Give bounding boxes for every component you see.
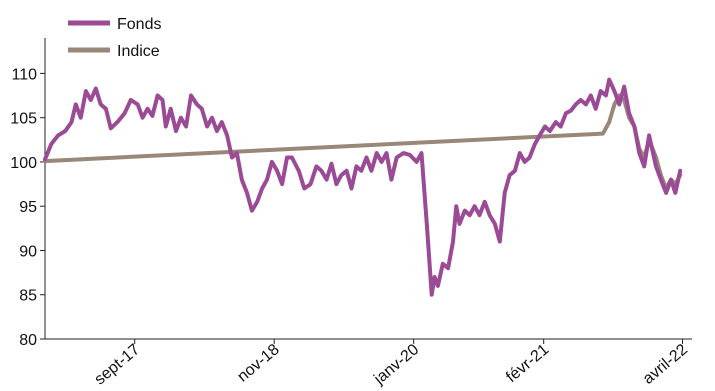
x-tick-label: nov-18 (234, 341, 282, 386)
series-line-fonds (43, 77, 683, 297)
y-tick-label: 110 (11, 66, 37, 83)
legend-label-indice: Indice (117, 43, 160, 60)
y-tick-label: 95 (19, 199, 37, 216)
axes: 80 85 90 95 100 105 110 sept-17 nov-18 janv-20 fév… (10, 38, 692, 388)
y-tick-label: 105 (10, 111, 37, 128)
x-tick-label: févr-21 (503, 341, 552, 386)
x-tick-label: avril-22 (640, 341, 691, 388)
y-tick-label: 100 (10, 155, 37, 172)
y-tick-label: 85 (19, 288, 37, 305)
legend-label-fonds: Fonds (117, 16, 161, 33)
series-layer (43, 77, 683, 297)
y-tick-label: 90 (19, 243, 37, 260)
x-tick-label: sept-17 (91, 341, 143, 388)
x-tick-label: janv-20 (370, 341, 422, 388)
y-tick-label: 80 (19, 332, 37, 349)
legend: Fonds Indice (68, 16, 161, 60)
